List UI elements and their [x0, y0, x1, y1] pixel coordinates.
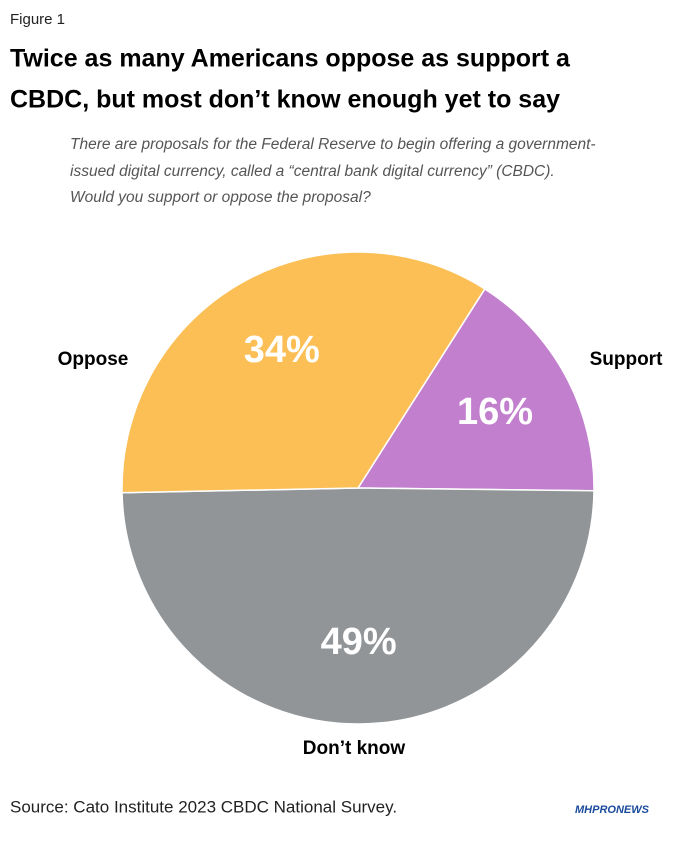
value-label: 49%	[321, 621, 397, 663]
category-label: Oppose	[58, 349, 129, 370]
category-label: Support	[590, 349, 663, 370]
category-label: Don’t know	[303, 738, 406, 759]
subtitle: Would you support or oppose the proposal…	[70, 189, 371, 206]
figure-label: Figure 1	[10, 11, 65, 28]
value-label: 34%	[244, 329, 320, 371]
chart-title: Twice as many Americans oppose as suppor…	[10, 45, 571, 73]
subtitle: issued digital currency, called a “centr…	[70, 163, 555, 180]
source: Source: Cato Institute 2023 CBDC Nationa…	[10, 797, 397, 816]
chart-title: CBDC, but most don’t know enough yet to …	[10, 86, 560, 114]
value-label: 16%	[457, 391, 533, 433]
pie-slice	[121, 487, 595, 725]
watermark: MHPRONEWS	[575, 804, 650, 816]
pie: 16% Support 49% Don’t know 34% Oppose	[58, 251, 663, 759]
subtitle: There are proposals for the Federal Rese…	[70, 136, 596, 153]
pie-slice	[356, 287, 595, 492]
pie-slice	[121, 251, 486, 494]
